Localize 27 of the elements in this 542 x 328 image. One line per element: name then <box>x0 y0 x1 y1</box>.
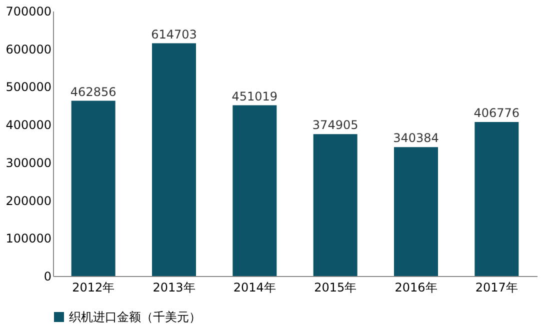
x-tick-label: 2013年 <box>152 280 196 294</box>
x-tick-label: 2012年 <box>72 280 115 294</box>
bar <box>152 43 196 276</box>
data-label: 614703 <box>151 27 197 42</box>
data-label: 374905 <box>312 118 358 132</box>
y-tick-label: 100000 <box>6 232 52 246</box>
bar <box>232 105 277 276</box>
x-tick-label: 2014年 <box>233 280 276 294</box>
y-tick-label: 500000 <box>6 80 52 94</box>
y-tick-label: 600000 <box>6 42 52 56</box>
data-label: 451019 <box>232 89 278 104</box>
data-label: 406776 <box>474 106 520 120</box>
legend-label: 织机进口金额（千美元） <box>69 310 201 324</box>
x-tick-label: 2016年 <box>394 280 438 294</box>
bar <box>71 100 116 276</box>
y-tick-label: 700000 <box>6 4 52 18</box>
data-label: 462856 <box>70 84 116 99</box>
y-tick-label: 0 <box>44 270 52 284</box>
bar <box>474 122 519 276</box>
y-tick-label: 300000 <box>6 156 52 170</box>
x-tick-label: 2015年 <box>314 280 357 294</box>
x-tick-label: 2017年 <box>475 280 518 294</box>
bar <box>313 134 358 276</box>
data-label: 340384 <box>393 131 439 146</box>
bar <box>394 147 438 276</box>
y-tick-label: 200000 <box>6 194 52 208</box>
y-tick-label: 400000 <box>6 118 52 132</box>
